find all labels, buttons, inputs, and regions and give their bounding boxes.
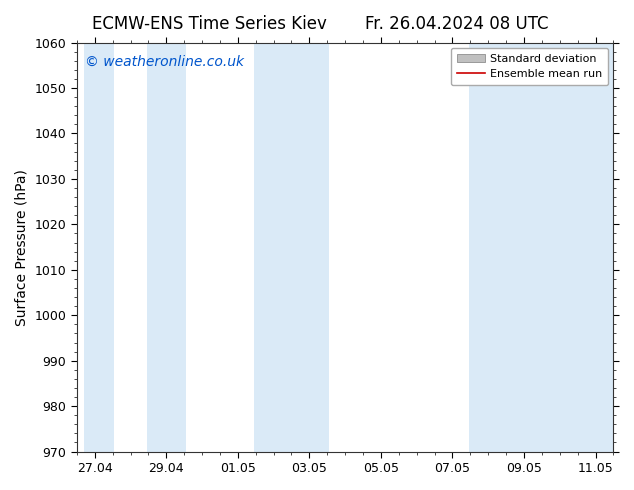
Bar	[254, 43, 329, 452]
Text: © weatheronline.co.uk: © weatheronline.co.uk	[85, 55, 244, 69]
Legend: Standard deviation, Ensemble mean run: Standard deviation, Ensemble mean run	[451, 48, 608, 85]
Y-axis label: Surface Pressure (hPa): Surface Pressure (hPa)	[15, 169, 29, 325]
Bar	[84, 43, 114, 452]
Bar	[146, 43, 186, 452]
Text: ECMW-ENS Time Series Kiev: ECMW-ENS Time Series Kiev	[92, 15, 327, 33]
Text: Fr. 26.04.2024 08 UTC: Fr. 26.04.2024 08 UTC	[365, 15, 548, 33]
Bar	[469, 43, 614, 452]
